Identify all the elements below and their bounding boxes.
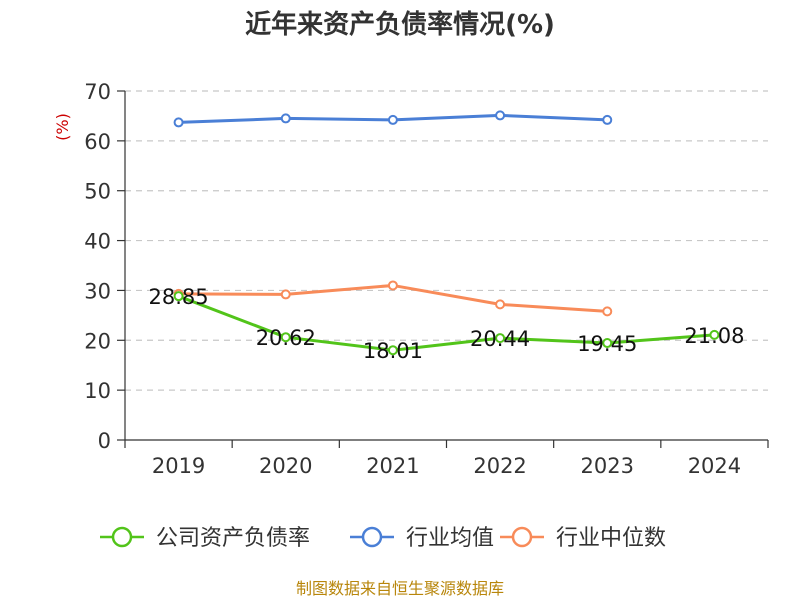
series-point-0 — [602, 338, 613, 349]
y-tick-label: 0 — [98, 429, 111, 453]
series-point-1 — [387, 114, 398, 125]
series-point-1 — [495, 110, 506, 121]
x-tick-label: 2021 — [366, 454, 419, 478]
gridlines — [125, 90, 768, 391]
y-tick-label: 10 — [84, 379, 111, 403]
series-point-0 — [387, 345, 398, 356]
y-tick-label: 20 — [84, 329, 111, 353]
source-note: 制图数据来自恒生聚源数据库 — [296, 579, 504, 598]
series-point-1 — [602, 114, 613, 125]
y-tick-label: 30 — [84, 279, 111, 303]
y-tick-label: 70 — [84, 80, 111, 104]
series-point-2 — [602, 306, 613, 317]
legend-label: 公司资产负债率 — [156, 526, 310, 551]
legend-label: 行业均值 — [406, 526, 494, 551]
y-axis-unit: (%) — [53, 113, 72, 141]
legend-swatch-marker — [361, 526, 383, 548]
series-layer — [173, 110, 720, 356]
chart-title: 近年来资产负债率情况(%) — [245, 9, 555, 40]
y-tick-label: 40 — [84, 230, 111, 254]
series-point-0 — [280, 332, 291, 343]
series-point-2 — [387, 280, 398, 291]
series-point-0 — [173, 291, 184, 302]
legend-swatch-marker — [111, 526, 133, 548]
series-point-0 — [709, 329, 720, 340]
series-point-2 — [280, 289, 291, 300]
x-tick-label: 2024 — [688, 454, 741, 478]
x-tick-label: 2020 — [259, 454, 312, 478]
data-label: 20.44 — [470, 327, 530, 351]
data-label: 28.85 — [149, 285, 209, 309]
series-point-1 — [280, 113, 291, 124]
data-labels: 28.85 20.62 18.01 20.44 19.45 21.08 — [149, 285, 745, 363]
series-point-0 — [495, 333, 506, 344]
data-label: 18.01 — [363, 339, 423, 363]
x-tick-label: 2023 — [581, 454, 634, 478]
y-tick-label: 50 — [84, 180, 111, 204]
y-tick-label: 60 — [84, 130, 111, 154]
data-label: 19.45 — [577, 332, 637, 356]
axes: 0 10 20 30 40 50 60 70 2019 2020 2021 2022 2023 2024 — [84, 80, 769, 478]
data-label: 20.62 — [256, 326, 316, 350]
series-point-2 — [495, 299, 506, 310]
legend-swatch-marker — [511, 526, 533, 548]
legend: 公司资产负债率 行业均值 行业中位数 — [100, 526, 666, 551]
series-point-1 — [173, 117, 184, 128]
data-label: 21.08 — [684, 324, 744, 348]
series-line-0 — [178, 294, 715, 352]
x-tick-label: 2022 — [473, 454, 526, 478]
legend-label: 行业中位数 — [556, 526, 666, 551]
x-tick-label: 2019 — [152, 454, 205, 478]
